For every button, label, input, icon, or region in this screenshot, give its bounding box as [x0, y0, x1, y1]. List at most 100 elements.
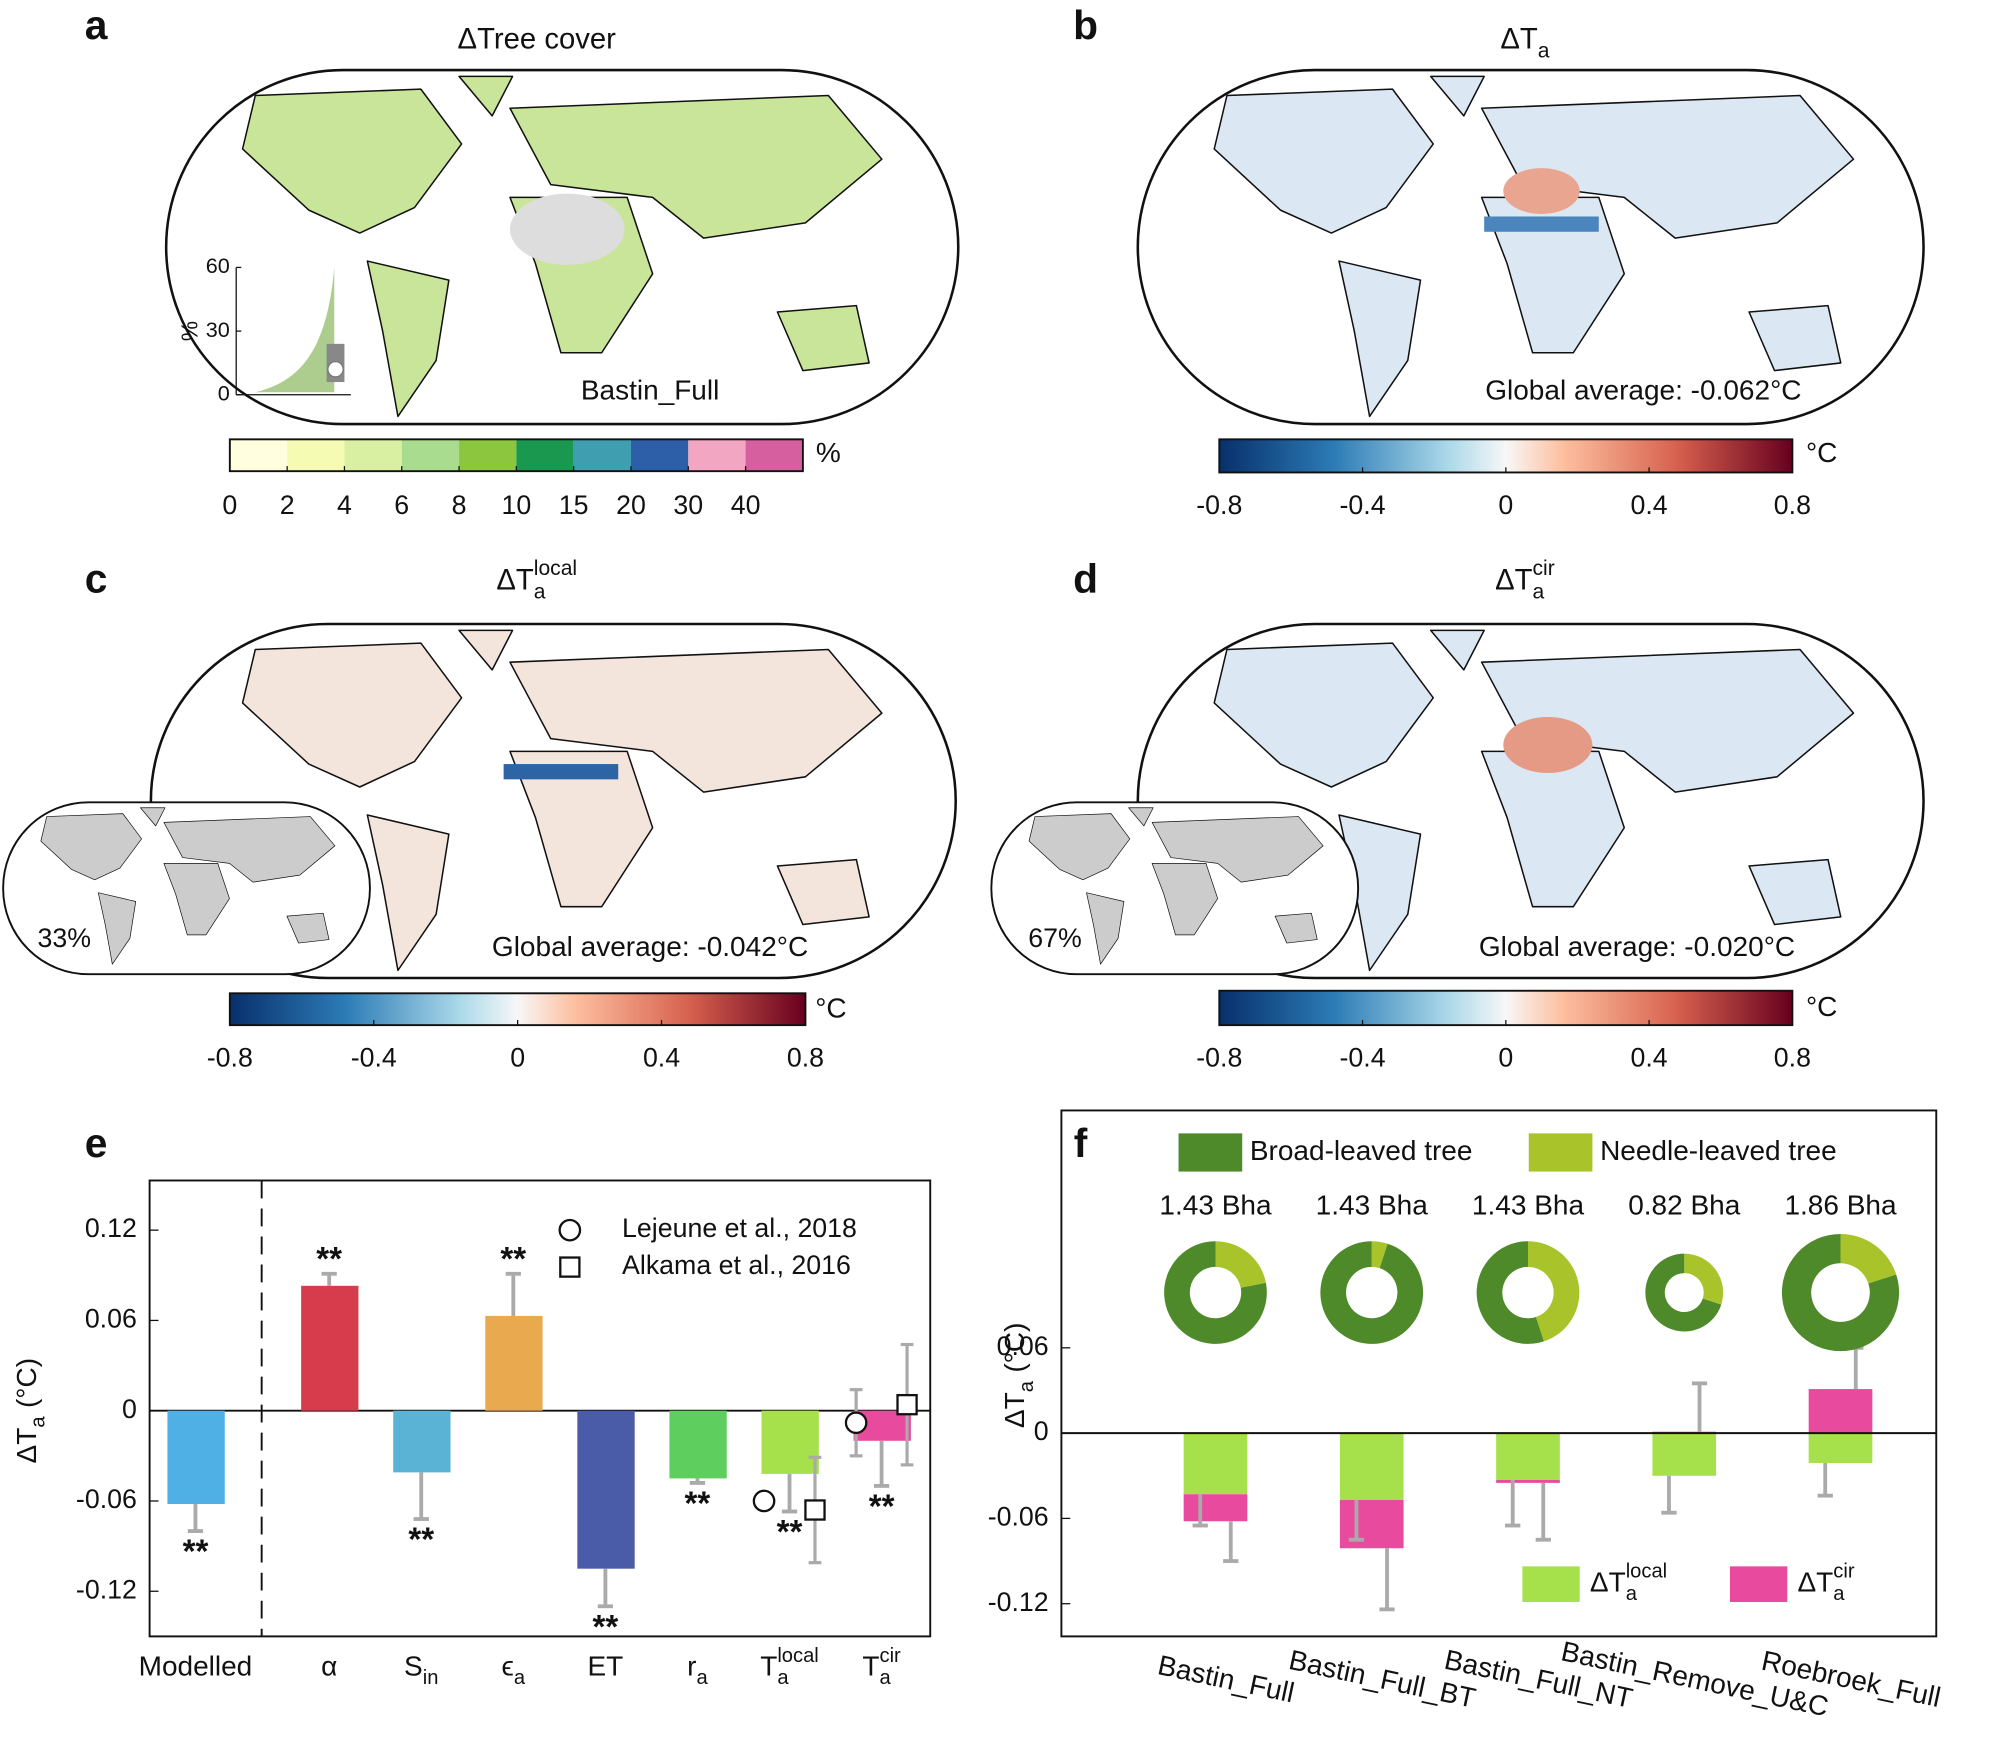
- bar-segment: [1496, 1433, 1560, 1481]
- map-d-drawing: [990, 622, 1925, 980]
- colorbar: [1219, 439, 1793, 473]
- violin: [255, 267, 335, 393]
- y-label-text: ΔT: [11, 1428, 42, 1464]
- area-label: 1.43 Bha: [1159, 1190, 1272, 1221]
- panel-label: d: [1073, 556, 1098, 602]
- map-annotation: Global average: -0.062°C: [1485, 375, 1801, 406]
- significance: **: [183, 1534, 209, 1571]
- significance: **: [500, 1241, 526, 1278]
- inset-y-label: %: [177, 321, 203, 341]
- desert: [509, 193, 625, 265]
- legend-swatch: [1528, 1133, 1593, 1172]
- colorbar-tick-label: 15: [559, 490, 589, 520]
- panel-label: f: [1074, 1120, 1088, 1166]
- colorbar-tick-label: 8: [452, 490, 467, 520]
- significance: **: [592, 1609, 618, 1646]
- panel-label: e: [85, 1120, 108, 1166]
- bar: [761, 1410, 819, 1474]
- significance: **: [777, 1514, 803, 1551]
- bar-segment: [1183, 1433, 1248, 1495]
- y-tick-label: -0.12: [988, 1587, 1049, 1617]
- legend-label: ΔT: [1797, 1567, 1833, 1598]
- colorbar-swatch: [516, 439, 574, 472]
- colorbar-tick-label: 2: [280, 490, 295, 520]
- colorbar-tick-label: 0: [222, 490, 237, 520]
- legend-label: ΔT: [1590, 1567, 1626, 1598]
- colorbar-swatch: [344, 439, 402, 472]
- legend-label-sup: cir: [1833, 1561, 1855, 1583]
- colorbar-tick-label: 0.8: [787, 1043, 824, 1073]
- legend-label-sub: a: [1833, 1583, 1845, 1605]
- x-tick-label-sub: a: [697, 1667, 709, 1689]
- map-title-sub: a: [534, 581, 546, 604]
- inset-label: 67%: [1028, 923, 1082, 953]
- legend-label: Broad-leaved tree: [1250, 1135, 1473, 1166]
- y-tick-label: 0.06: [997, 1331, 1049, 1361]
- bar-segment: [1339, 1433, 1404, 1500]
- y-label-text-sub: a: [1016, 1380, 1038, 1392]
- y-tick-label: 0: [122, 1394, 137, 1424]
- map-title-sup: cir: [1533, 557, 1555, 580]
- area-label: 0.82 Bha: [1628, 1190, 1741, 1221]
- x-tick-label: Bastin_Full: [1155, 1649, 1297, 1708]
- bar: [577, 1410, 635, 1569]
- bar-segment: [1808, 1433, 1873, 1463]
- colorbar-unit: %: [816, 437, 841, 468]
- colorbar-swatch: [688, 439, 746, 472]
- map-title-sub: a: [1538, 39, 1550, 62]
- donut-segment: [1476, 1241, 1544, 1344]
- map-b-drawing: [1136, 68, 1925, 426]
- bar: [669, 1410, 727, 1479]
- map-title: ΔT: [1500, 22, 1538, 55]
- significance: **: [685, 1486, 711, 1523]
- colorbar-tick-label: 0: [510, 1043, 525, 1073]
- inset-label: 33%: [38, 923, 92, 953]
- colorbar-tick-label: 0.4: [1631, 1043, 1668, 1073]
- legend-swatch: [1522, 1566, 1580, 1603]
- y-tick-label: -0.06: [988, 1501, 1049, 1531]
- legend-label: Alkama et al., 2016: [622, 1250, 851, 1280]
- colorbar-swatch: [573, 439, 631, 472]
- map-annotation: Global average: -0.020°C: [1479, 931, 1795, 962]
- y-label-text-suffix: (°C): [999, 1323, 1030, 1373]
- colorbar-tick-label: 0.8: [1774, 490, 1811, 520]
- donut-segment: [1684, 1253, 1724, 1305]
- inset-tick-label: 60: [206, 253, 230, 278]
- reference-marker: [558, 1218, 582, 1242]
- colorbar: [1219, 990, 1793, 1026]
- plot-frame: [1060, 1109, 1938, 1638]
- colorbar-swatch: [459, 439, 517, 472]
- x-tick-label-sub: a: [880, 1667, 892, 1689]
- colorbar-unit: °C: [815, 992, 846, 1023]
- bar-segment: [1808, 1389, 1873, 1434]
- reference-marker: [844, 1411, 868, 1435]
- donut-segment: [1840, 1233, 1897, 1284]
- colorbar-swatch: [229, 439, 288, 472]
- warm-area: [1503, 168, 1580, 214]
- area-label: 1.86 Bha: [1784, 1190, 1897, 1221]
- colorbar-tick-label: -0.4: [1340, 490, 1386, 520]
- bar: [485, 1315, 543, 1411]
- colorbar-tick-label: 0: [1498, 1043, 1513, 1073]
- map-annotation: Bastin_Full: [581, 375, 720, 406]
- y-tick-label: 0: [1034, 1416, 1049, 1446]
- map-title: ΔT: [1495, 564, 1533, 597]
- panel-label: b: [1073, 2, 1098, 48]
- map-c-drawing: [2, 622, 957, 980]
- y-label-text-suffix: (°C): [11, 1358, 42, 1408]
- colorbar-tick-label: 10: [501, 490, 531, 520]
- y-label: ΔTa (°C): [11, 1358, 50, 1464]
- y-label: ΔTa (°C): [999, 1323, 1038, 1429]
- x-tick-label: α: [321, 1651, 337, 1682]
- colorbar-tick-label: 0.4: [643, 1043, 680, 1073]
- colorbar-swatch: [401, 439, 460, 472]
- colorbar-frame: [228, 438, 804, 473]
- bar-segment: [1496, 1480, 1560, 1483]
- x-tick-label: ET: [587, 1651, 623, 1682]
- bar: [393, 1410, 451, 1473]
- map-title-sup: local: [534, 557, 577, 580]
- reference-marker: [804, 1499, 826, 1521]
- x-tick-label-sup: cir: [880, 1645, 902, 1667]
